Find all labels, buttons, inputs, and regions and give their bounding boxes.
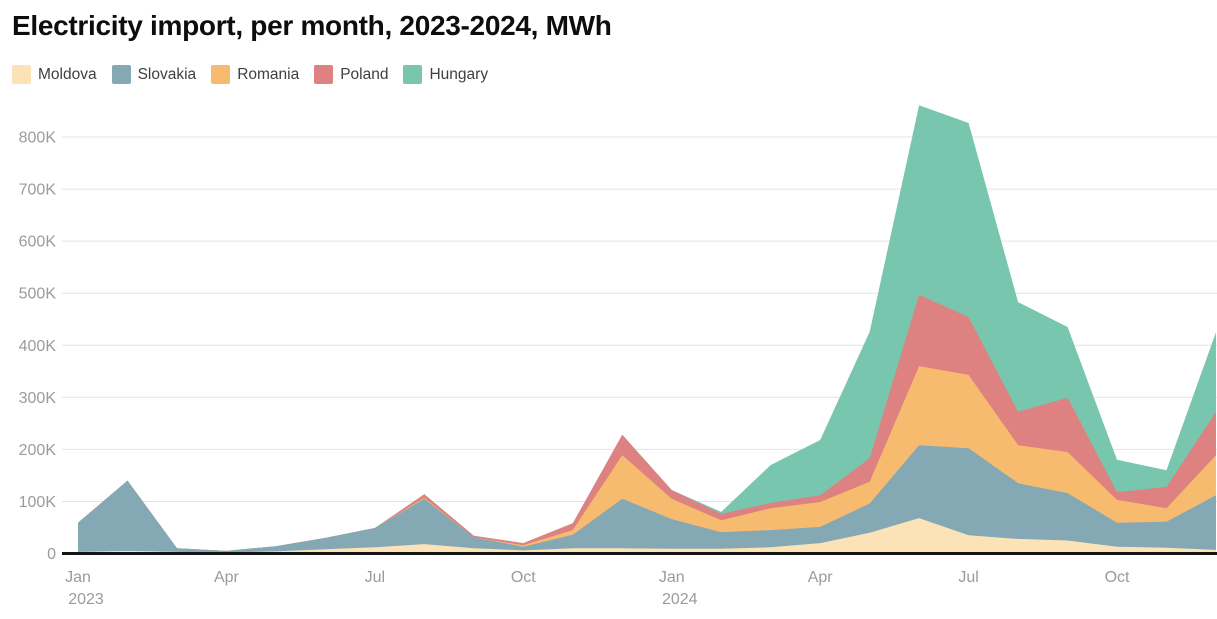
area-moldova bbox=[78, 518, 1216, 554]
legend-swatch-romania bbox=[211, 65, 231, 84]
x-axis-year-label: 2023 bbox=[68, 591, 104, 608]
x-axis-baseline bbox=[62, 552, 1217, 555]
legend-label-poland: Poland bbox=[340, 65, 389, 83]
y-axis-label: 800K bbox=[19, 130, 57, 147]
y-axis-label: 100K bbox=[19, 494, 57, 511]
legend-label-slovakia: Slovakia bbox=[137, 65, 197, 83]
x-axis-label: Apr bbox=[808, 569, 834, 586]
legend-swatch-poland bbox=[314, 65, 334, 84]
y-axis-label: 700K bbox=[19, 182, 57, 199]
x-axis-label: Jan bbox=[65, 569, 91, 586]
y-axis-label: 300K bbox=[19, 390, 57, 407]
y-axis-label: 400K bbox=[19, 338, 57, 355]
x-axis-label: Jul bbox=[958, 569, 978, 586]
chart-legend: Moldova Slovakia Romania Poland Hungary bbox=[12, 65, 488, 84]
legend-label-hungary: Hungary bbox=[429, 65, 489, 83]
legend-item-romania[interactable]: Romania bbox=[211, 65, 299, 84]
x-axis-label: Apr bbox=[214, 569, 240, 586]
legend-item-poland[interactable]: Poland bbox=[314, 65, 388, 84]
y-axis-label: 600K bbox=[19, 234, 57, 251]
y-axis-label: 200K bbox=[19, 442, 57, 459]
y-axis-labels: 0 100K 200K 300K 400K 500K 600K 700K 800K bbox=[19, 130, 57, 563]
legend-swatch-slovakia bbox=[111, 65, 131, 84]
y-axis-label: 0 bbox=[47, 546, 56, 563]
page-title: Electricity import, per month, 2023-2024… bbox=[12, 10, 612, 41]
legend-item-moldova[interactable]: Moldova bbox=[12, 65, 97, 84]
x-axis-year-label: 2024 bbox=[662, 591, 698, 608]
x-axis-label: Oct bbox=[511, 569, 536, 586]
x-axis-label: Jan bbox=[659, 569, 685, 586]
legend-swatch-hungary bbox=[403, 65, 423, 84]
x-axis-labels: Jan 2023 Apr Jul Oct Jan 2024 Apr Jul Oct bbox=[65, 569, 1130, 608]
area-series-group bbox=[78, 105, 1216, 554]
legend-label-romania: Romania bbox=[237, 65, 300, 83]
legend-item-slovakia[interactable]: Slovakia bbox=[111, 65, 197, 84]
legend-swatch-moldova bbox=[12, 65, 31, 84]
y-axis-label: 500K bbox=[19, 286, 57, 303]
legend-label-moldova: Moldova bbox=[38, 65, 97, 83]
legend-item-hungary[interactable]: Hungary bbox=[403, 65, 488, 84]
x-axis-label: Jul bbox=[365, 569, 385, 586]
x-axis-label: Oct bbox=[1105, 569, 1130, 586]
